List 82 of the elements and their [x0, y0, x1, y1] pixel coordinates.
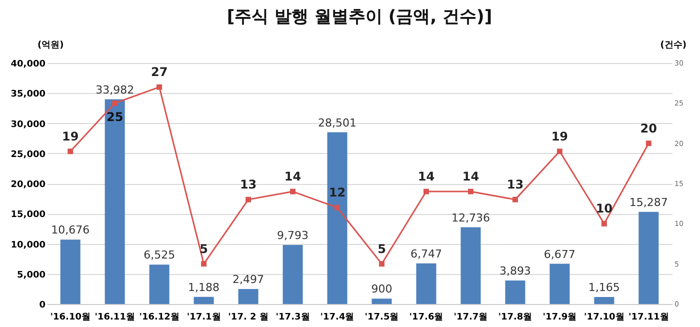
data-label: 1,165 [588, 280, 620, 294]
bar [594, 296, 614, 304]
y-tick-label: 35,000 [10, 90, 46, 100]
data-label: 6,677 [544, 248, 576, 261]
point [156, 84, 162, 90]
bar [238, 288, 258, 304]
bar [550, 264, 570, 304]
bar [638, 212, 659, 304]
data-label: 900 [371, 282, 392, 296]
y-axis-title: (억원) [38, 40, 64, 50]
x-tick-label: '17.7월 [454, 312, 488, 322]
data-label: 5 [378, 242, 386, 256]
point [601, 220, 607, 226]
x-tick-label: '17. 2 월 [228, 312, 268, 322]
x-tick-label: '16.12월 [139, 312, 180, 322]
data-label: 2,497 [232, 272, 264, 286]
y-tick-label: 30,000 [10, 120, 46, 130]
point [201, 261, 207, 267]
x-tick-label: '16.10월 [50, 312, 90, 322]
point [379, 261, 384, 267]
x-tick-label: '16.11월 [94, 312, 135, 322]
x-tick-label: '17.4월 [320, 312, 354, 322]
data-label: 12,736 [451, 211, 490, 224]
x-tick-label: '17.6월 [409, 312, 444, 322]
x-tick-label: '17.1월 [186, 312, 221, 322]
y2-axis-title: (건수) [660, 40, 686, 50]
point [646, 140, 652, 146]
point [556, 148, 562, 154]
data-label: 5 [200, 242, 208, 256]
bar [60, 240, 80, 304]
point [68, 148, 74, 154]
x-tick-label: '17.5월 [364, 312, 399, 322]
y-tick-label: 5,000 [17, 270, 46, 280]
bar [327, 132, 348, 304]
bar [282, 244, 303, 304]
data-label: 19 [62, 129, 79, 144]
data-label: 20 [640, 121, 657, 136]
bar [372, 298, 392, 304]
data-label: 25 [106, 110, 124, 124]
data-label: 19 [551, 129, 568, 144]
y-tick-label: 25,000 [10, 150, 46, 160]
data-label: 6,525 [144, 248, 176, 262]
y-tick-label: 40,000 [10, 60, 46, 70]
bar [505, 280, 526, 304]
data-label: 3,893 [499, 264, 531, 278]
data-label: 13 [240, 178, 257, 192]
y-tick-label: 15,000 [10, 210, 46, 220]
data-label: 28,501 [318, 116, 357, 130]
data-label: 10,676 [51, 224, 90, 237]
point [112, 100, 118, 106]
point [423, 188, 429, 194]
y-tick-label: 0 [39, 300, 46, 310]
data-label: 14 [284, 170, 302, 184]
data-label: 27 [150, 65, 168, 80]
x-tick-label: '17.11월 [628, 312, 669, 322]
data-label: 1,188 [188, 280, 220, 294]
point [290, 188, 296, 194]
point [334, 204, 340, 210]
bar [194, 296, 214, 304]
x-tick-label: '17.10월 [584, 312, 624, 322]
point [512, 196, 518, 202]
y-tick-label: 20,000 [10, 180, 46, 190]
chart-title: [주식 발행 월별추이 (금액, 건수)] [226, 7, 492, 27]
data-label: 15,287 [629, 196, 668, 209]
bar [416, 263, 436, 304]
data-label: 14 [418, 170, 435, 184]
x-tick-label: '17.3월 [276, 312, 310, 322]
data-label: 9,793 [277, 228, 309, 242]
data-label: 10 [596, 202, 613, 216]
data-label: 6,747 [410, 247, 442, 260]
data-label: 12 [328, 186, 346, 200]
data-label: 33,982 [96, 83, 134, 96]
point [246, 196, 252, 202]
bar [460, 227, 481, 304]
y-tick-label: 10,000 [10, 240, 46, 250]
data-label: 13 [506, 178, 524, 192]
bar [149, 264, 170, 304]
data-label: 14 [462, 170, 480, 184]
bar [104, 99, 125, 304]
x-tick-label: '17.9월 [542, 312, 577, 322]
x-tick-label: '17.8월 [498, 312, 532, 322]
point [468, 188, 474, 194]
